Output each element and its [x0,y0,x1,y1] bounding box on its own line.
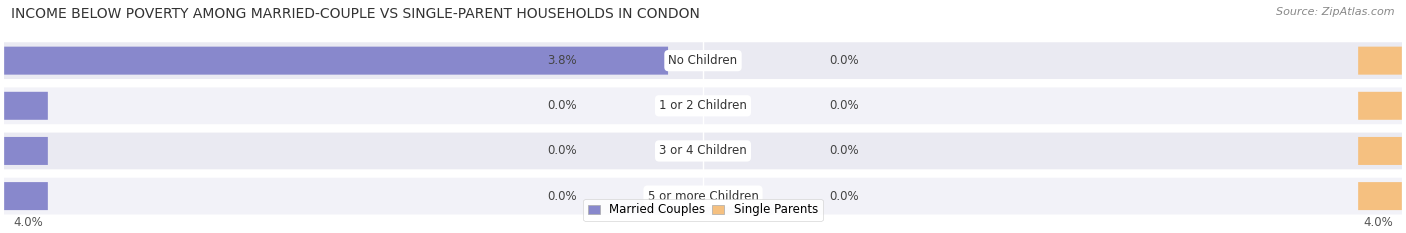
Text: INCOME BELOW POVERTY AMONG MARRIED-COUPLE VS SINGLE-PARENT HOUSEHOLDS IN CONDON: INCOME BELOW POVERTY AMONG MARRIED-COUPL… [11,7,700,21]
Text: 0.0%: 0.0% [828,99,859,112]
FancyBboxPatch shape [0,177,1406,216]
Text: 4.0%: 4.0% [13,216,42,229]
FancyBboxPatch shape [0,86,1406,125]
FancyBboxPatch shape [1358,182,1402,210]
Text: 0.0%: 0.0% [547,99,578,112]
Text: 1 or 2 Children: 1 or 2 Children [659,99,747,112]
Text: No Children: No Children [668,54,738,67]
Text: 0.0%: 0.0% [828,54,859,67]
FancyBboxPatch shape [4,47,668,75]
Legend: Married Couples, Single Parents: Married Couples, Single Parents [583,199,823,221]
Text: 3.8%: 3.8% [547,54,578,67]
Text: Source: ZipAtlas.com: Source: ZipAtlas.com [1277,7,1395,17]
FancyBboxPatch shape [1358,47,1402,75]
Text: 4.0%: 4.0% [1364,216,1393,229]
Text: 0.0%: 0.0% [828,144,859,158]
Text: 5 or more Children: 5 or more Children [648,190,758,203]
FancyBboxPatch shape [0,41,1406,80]
FancyBboxPatch shape [1358,92,1402,120]
Text: 0.0%: 0.0% [547,144,578,158]
FancyBboxPatch shape [1358,137,1402,165]
FancyBboxPatch shape [4,182,48,210]
Text: 0.0%: 0.0% [547,190,578,203]
FancyBboxPatch shape [0,132,1406,170]
FancyBboxPatch shape [4,137,48,165]
Text: 3 or 4 Children: 3 or 4 Children [659,144,747,158]
FancyBboxPatch shape [4,92,48,120]
Text: 0.0%: 0.0% [828,190,859,203]
